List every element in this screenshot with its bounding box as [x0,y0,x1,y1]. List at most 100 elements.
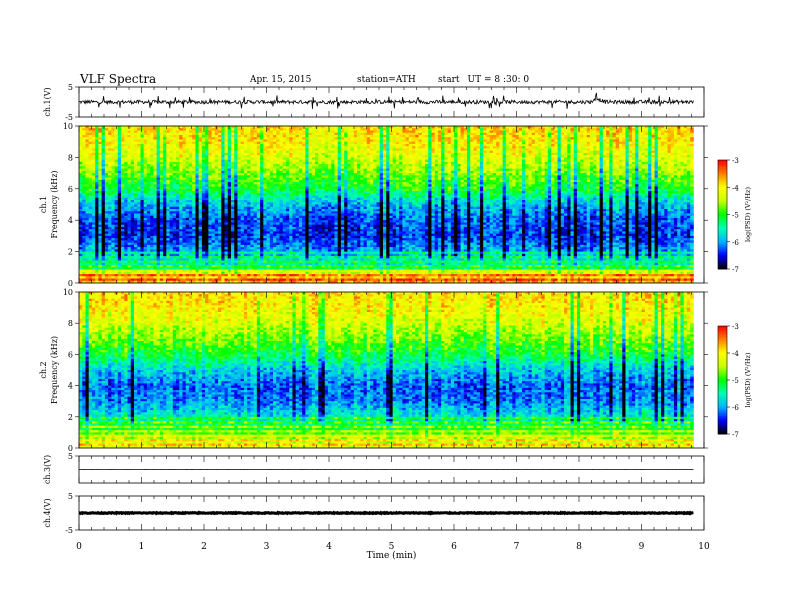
ch1-spec-spec-cell [208,168,212,172]
ch1-spec-spec-cell [567,132,571,136]
ch1-spec-spec-cell [644,143,649,147]
ch1-spec-spec-cell [518,130,523,134]
ch1-spec-spec-cell [625,128,630,131]
ch1-spec-spec-cell [522,134,526,138]
ch1-spec-spec-cell [143,168,148,172]
ch1-spec-spec-cell [224,134,229,138]
ch1-ylabel: ch.1(V) [43,87,52,116]
ch1-spec-spec-cell [224,132,229,136]
ch1-spec-spec-cell [544,159,549,163]
ch1-spec-spec-cell [188,128,193,131]
ch1-spec-spec-cell [615,137,620,140]
ch1-spec-spec-cell [667,159,672,163]
ch1-spec-spec-cell [479,159,484,163]
ch1-spec-spec-cell [176,130,180,134]
ch1-spec-spec-cell [253,130,258,134]
ch1-spec-spec-cell [483,175,487,178]
ch1-spec-spec-cell [502,159,507,163]
ch1-spec-spec-cell [205,143,209,147]
ch1-spec-spec-cell [512,175,516,178]
ch1-spec-spec-cell [227,159,232,163]
ch1-spec-spec-cell [528,159,533,163]
ch1-spec-spec-cell [382,130,387,134]
ch1-spec-spec-cell [525,143,529,147]
ch1-spec-spec-cell [282,159,287,163]
ch1-spec-spec-cell [273,130,277,134]
ch1-spec-spec-cell [505,168,510,172]
ch1-spec-spec-cell [683,168,688,172]
ch1-spec-spec-cell [596,168,600,172]
ch1-spec-spec-cell [518,152,523,156]
ch1-spec-spec-cell [234,130,238,134]
ch1-spec-spec-cell [308,134,313,138]
ch1-spec-spec-cell [619,130,623,134]
ch1-spec-spec-cell [554,132,558,136]
ch1-spec-spec-cell [273,175,277,178]
ch1-spec-spec-cell [379,143,384,147]
ch1-spec-spec-cell [218,126,222,129]
ch1-spec-spec-cell [386,152,390,156]
ch1-spec-spec-cell [412,159,416,163]
ch1-spec-spec-cell [544,137,549,140]
ch1-spec-spec-cell [298,126,303,129]
ch1-spec-spec-cell [525,132,529,136]
ch1-spec-spec-cell [680,159,685,163]
ch1-spec-spec-cell [564,159,568,163]
ch1-spec-spec-cell [311,168,316,172]
ch1-spec-spec-cell [327,126,332,129]
ch1-spec-spec-cell [208,132,212,136]
ch1-spec-spec-cell [95,128,99,131]
ch1-spec-spec-cell [253,137,258,140]
ch1-spec-spec-cell [263,168,267,172]
ch1-spec-spec-cell [463,152,468,156]
ch1-spec-spec-cell [673,152,678,156]
ch1-spec-spec-cell [95,132,99,136]
ch1-spec-spec-cell [276,137,280,140]
ch1-spec-spec-cell [208,128,212,131]
ch1-spec-spec-cell [159,143,164,147]
ch1-spec-spec-cell [208,134,212,138]
ch1-spec-spec-cell [243,134,248,138]
ch1-spec-spec-cell [502,132,507,136]
ch1-spec-spec-cell [224,137,229,140]
ch1-spec-spec-cell [596,159,600,163]
ch1-spec-spec-cell [509,137,513,140]
ch1-spec-spec-cell [686,137,691,140]
ch1-spec-spec-cell [631,137,636,140]
ch1-spec-spec-cell [230,159,235,163]
ch1-spec-spec-cell [205,128,209,131]
ch1-spec-spec-cell [250,132,255,136]
ch1-spec-spec-cell [363,132,368,136]
ch1-spec-spec-cell [441,130,445,134]
ch1-spec-spec-cell [479,130,484,134]
ch1-spec-spec-cell [331,130,335,134]
ch1-spec-spec-cell [292,143,297,147]
ch1-spec-spec-cell [447,130,452,134]
ch1-spec-spec-cell [412,143,416,147]
ch1-spec-spec-cell [564,152,568,156]
ch1-spec-spec-cell [156,134,161,138]
ch1-spec-spec-cell [373,168,377,172]
ch1-spec-spec-cell [370,134,374,138]
ch1-spec-spec-cell [667,143,672,147]
ch1-spec-spec-cell [580,175,584,178]
ch1-spec-spec-cell [153,159,157,163]
ch1-spec-spec-cell [551,128,555,131]
ch1-spec-spec-cell [159,126,164,129]
ch1-spec-spec-cell [502,130,507,134]
ch1-spec-spec-cell [496,128,500,131]
ch1-spec-spec-cell [282,168,287,172]
ch1-spec-spec-cell [143,134,148,138]
ch1-spec-spec-cell [525,137,529,140]
ch1-spec-spec-cell [127,168,132,172]
ch1-spec-spec-cell [415,132,419,136]
ch1-spec-spec-cell [502,134,507,138]
ch1-spec-spec-cell [437,134,442,138]
ch1-spec-spec-cell [340,159,345,163]
ch1-spec-spec-cell [285,143,290,147]
ch1-spec-spec-cell [528,134,533,138]
ch1-spec-spec-cell [124,126,128,129]
ch1-spec-spec-cell [295,168,300,172]
ch1-spec-spec-cell [269,175,274,178]
ch1-spec-spec-cell [609,128,613,131]
